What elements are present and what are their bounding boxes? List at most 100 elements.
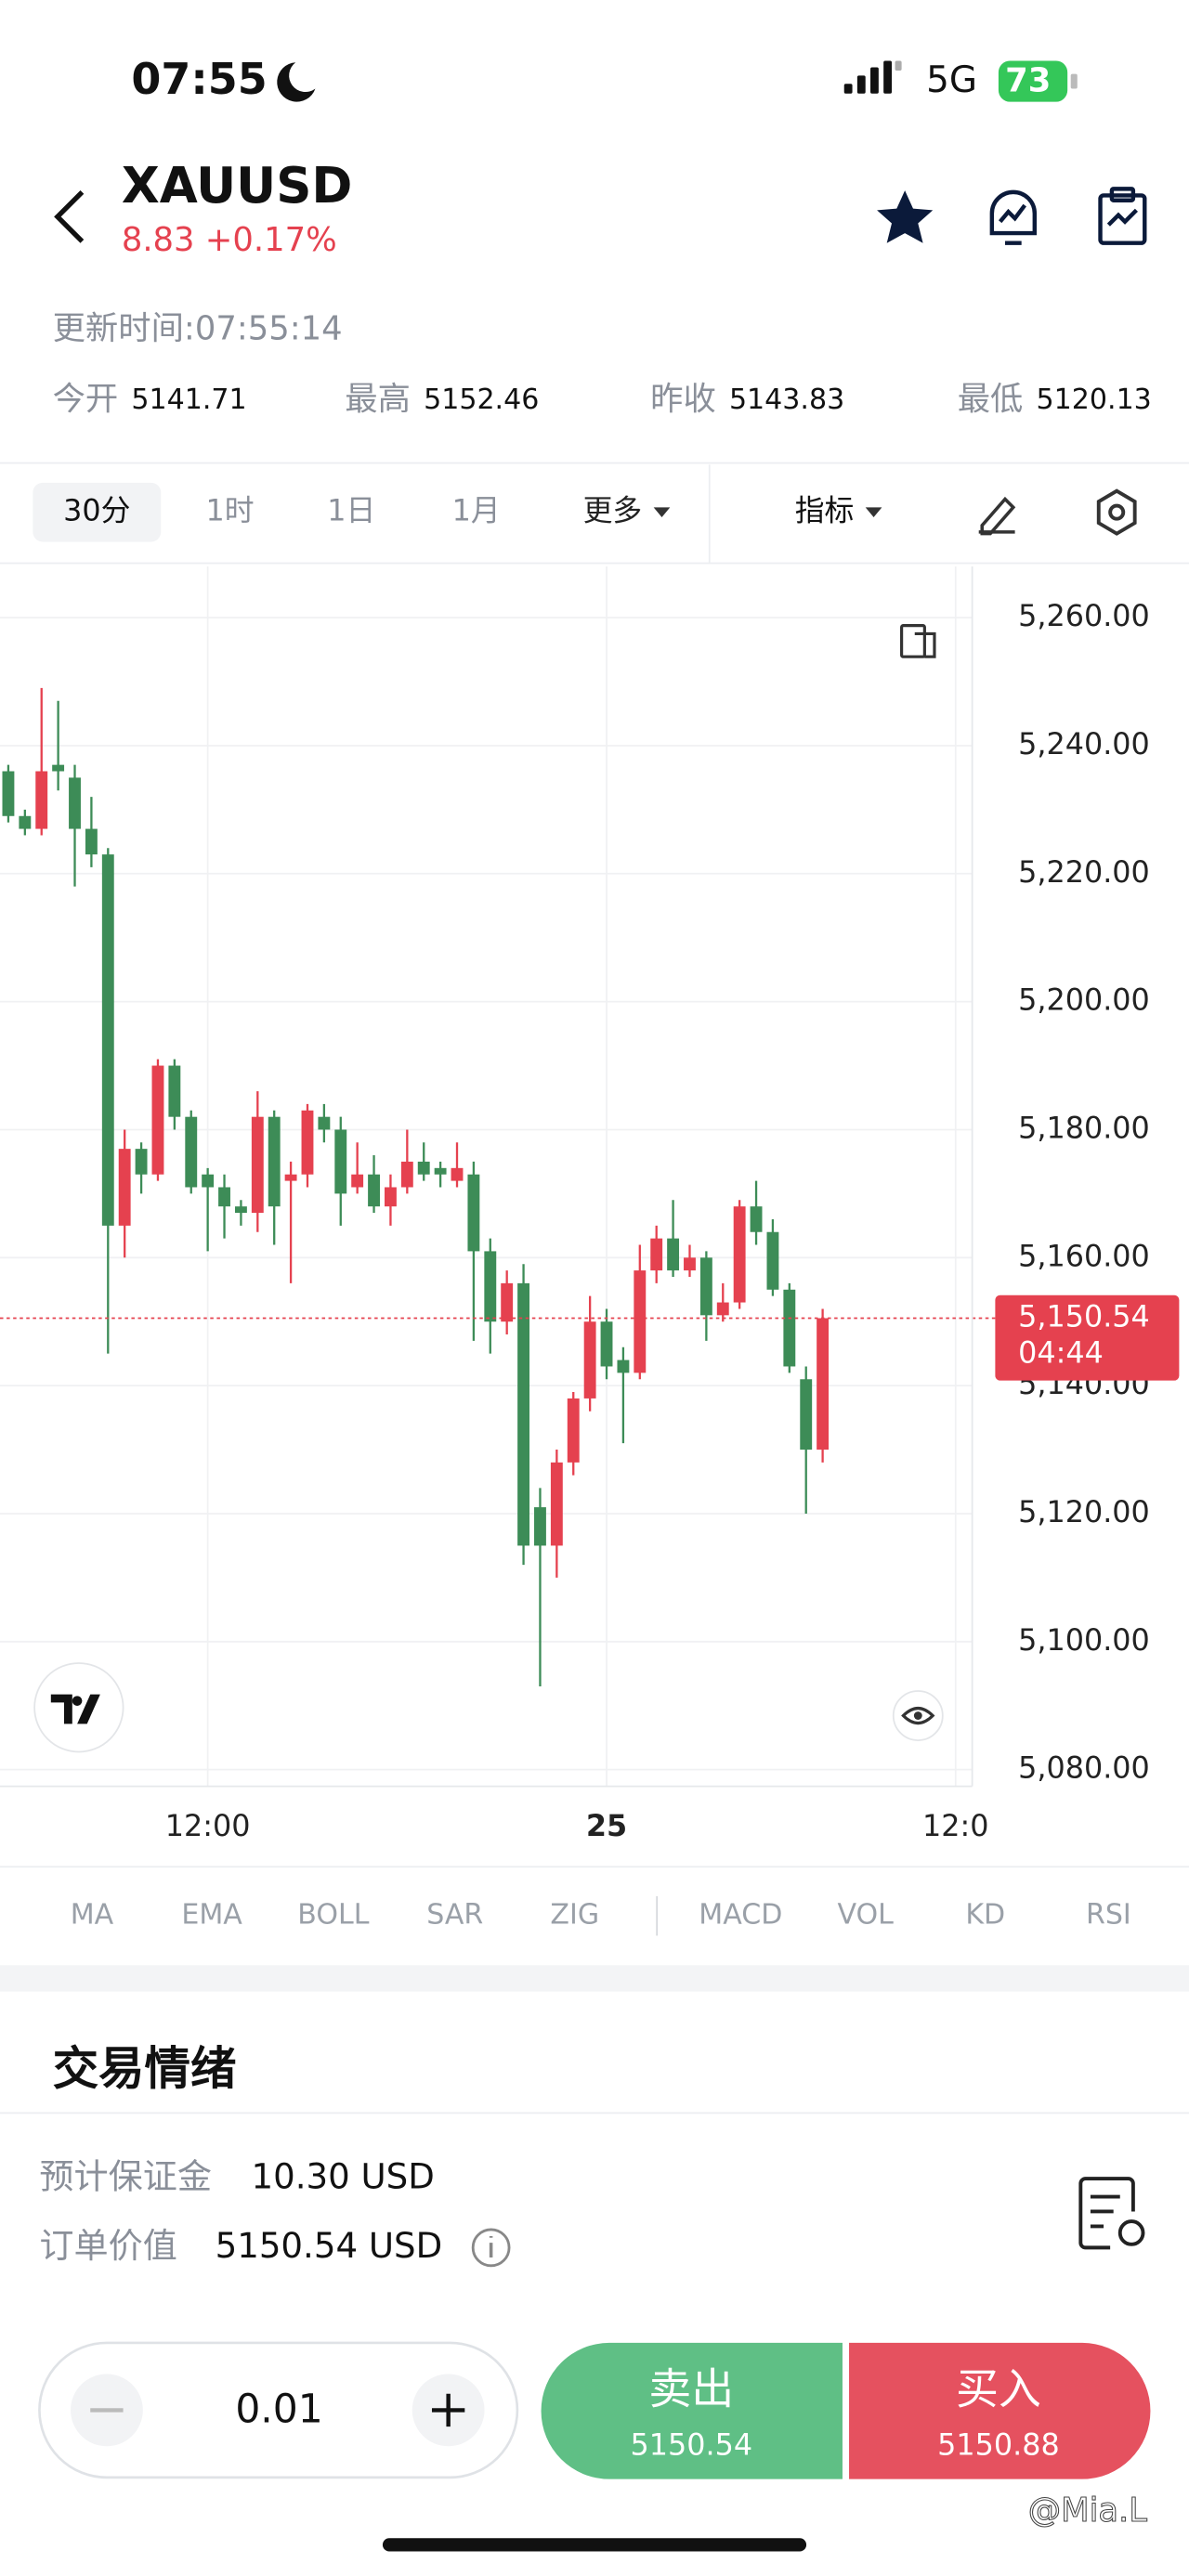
eye-icon (901, 1707, 935, 1725)
buy-label: 买入 (956, 2363, 1041, 2413)
candle-body (667, 1238, 680, 1271)
candle-body (684, 1257, 696, 1271)
candle-body (251, 1116, 264, 1214)
candle-body (69, 777, 81, 829)
candle-body (118, 1149, 131, 1226)
stat-value: 5152.46 (424, 384, 539, 416)
more-caret (653, 507, 671, 517)
stat-value: 5141.71 (131, 384, 246, 416)
status-time: 07:55 (131, 54, 267, 104)
timeframe[interactable]: 1时 (205, 493, 254, 528)
candle-body (699, 1257, 712, 1316)
indicator-tab[interactable]: KD (965, 1899, 1005, 1932)
sell-label: 卖出 (648, 2363, 734, 2413)
timeframes: 30分 1时 1日 1月 更多 (63, 493, 642, 528)
order-settings-button[interactable] (1078, 2177, 1145, 2250)
candle-body (766, 1231, 779, 1290)
candle-body (202, 1174, 215, 1188)
order-value: 5150.54 USD (216, 2226, 443, 2266)
x-tick-label: 25 (586, 1808, 627, 1843)
y-tick-label: 5,240.00 (1018, 726, 1150, 761)
candle-body (716, 1302, 729, 1316)
candle-body (417, 1161, 430, 1175)
indicator-tab[interactable]: SAR (426, 1899, 483, 1932)
indicator-tab[interactable]: MACD (699, 1899, 782, 1932)
quantity: 0.01 (235, 2387, 322, 2433)
timeframe[interactable]: 30分 (63, 493, 130, 528)
indicators-button[interactable]: 指标 (795, 493, 855, 528)
buy-button[interactable] (849, 2342, 1151, 2479)
candle-body (750, 1206, 763, 1232)
favorite-button[interactable] (877, 190, 934, 243)
candle-body (817, 1318, 830, 1451)
countdown: 04:44 (1018, 1334, 1104, 1370)
stat-label: 今开 (53, 380, 119, 418)
watermark: @Mia.L (1028, 2491, 1148, 2530)
candle-body (268, 1116, 281, 1207)
candle-body (85, 828, 98, 855)
indicators-caret (865, 507, 882, 517)
sell-price: 5150.54 (631, 2426, 753, 2462)
draw-button[interactable] (978, 496, 1016, 536)
candle-body (600, 1321, 613, 1367)
candle-body (484, 1251, 497, 1322)
candle-body (733, 1206, 746, 1303)
y-tick-label: 5,080.00 (1018, 1750, 1150, 1786)
price-change: 8.83 +0.17% (122, 221, 337, 259)
back-button[interactable] (54, 190, 85, 243)
tradingview-logo (33, 1662, 124, 1753)
tradingview-dot (72, 1696, 83, 1706)
candle-body (52, 764, 65, 772)
candle-body (35, 771, 48, 829)
buy-price: 5150.88 (937, 2426, 1060, 2462)
settings-button[interactable] (1096, 488, 1137, 536)
indicator-tab[interactable]: RSI (1086, 1899, 1131, 1932)
sell-button[interactable] (541, 2342, 843, 2479)
y-tick-label: 5,200.00 (1018, 982, 1150, 1018)
network: 5G (926, 59, 977, 101)
y-tick-label: 5,220.00 (1018, 854, 1150, 890)
candle-body (168, 1065, 181, 1117)
timeframe[interactable]: 1日 (327, 493, 375, 528)
indicator-tab[interactable]: MA (71, 1899, 114, 1932)
update-time: 更新时间:07:55:14 (53, 309, 343, 347)
candle-body (234, 1206, 247, 1214)
candle-body (368, 1174, 380, 1207)
fullscreen-button[interactable] (900, 624, 936, 658)
x-tick-label: 12:00 (165, 1808, 251, 1843)
candle-body (400, 1161, 413, 1188)
candle-body (501, 1282, 514, 1322)
indicator-tab[interactable]: VOL (838, 1899, 895, 1932)
timeframe[interactable]: 更多 (583, 493, 643, 528)
candle-body (617, 1360, 630, 1373)
candle-body (434, 1167, 447, 1175)
indicator-tab[interactable]: EMA (181, 1899, 242, 1932)
timeframe-active (33, 482, 162, 542)
y-tick-label: 5,100.00 (1018, 1622, 1150, 1658)
plus-icon (431, 2393, 465, 2427)
indicator-tabs: MA EMA BOLL SAR ZIG MACD VOL KD RSI (71, 1899, 1131, 1932)
info-icon[interactable] (471, 2228, 511, 2268)
candle-body (650, 1238, 663, 1271)
battery-tip (1070, 73, 1078, 89)
alert-button[interactable] (989, 189, 1038, 245)
timeframe[interactable]: 1月 (452, 493, 501, 528)
stats-row: 今开 5141.71 最高 5152.46 昨收 5143.83 最低 5120.13 (53, 380, 1152, 418)
moon-icon (277, 62, 316, 102)
candle-body (301, 1110, 314, 1175)
y-tick-label: 5,120.00 (1018, 1494, 1150, 1529)
candle-body (517, 1282, 530, 1546)
candle-body (467, 1174, 480, 1252)
indicator-tab[interactable]: ZIG (550, 1899, 599, 1932)
candle-body (783, 1289, 796, 1367)
y-tick-label: 5,260.00 (1018, 598, 1150, 633)
indicator-tab[interactable]: BOLL (297, 1899, 369, 1932)
candle-body (185, 1116, 198, 1188)
quantity-stepper (38, 2341, 519, 2479)
candle-body (135, 1149, 148, 1175)
clipboard-button[interactable] (1098, 187, 1147, 245)
candle-body (567, 1398, 580, 1463)
candle-body (151, 1065, 164, 1175)
stat-label: 最高 (345, 380, 411, 418)
